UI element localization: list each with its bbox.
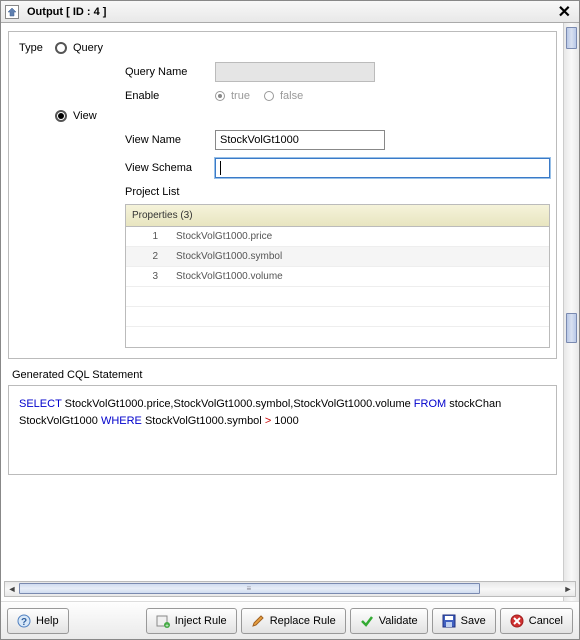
empty-row (126, 327, 549, 347)
validate-button[interactable]: Validate (350, 608, 428, 634)
view-name-row: View Name (125, 130, 550, 150)
type-label: Type (15, 42, 55, 54)
properties-table: Properties (3) 1 StockVolGt1000.price 2 … (125, 204, 550, 348)
save-button[interactable]: Save (432, 608, 496, 634)
table-row[interactable]: 3 StockVolGt1000.volume (126, 267, 549, 287)
enable-true-radio[interactable] (215, 91, 225, 101)
cancel-button[interactable]: Cancel (500, 608, 573, 634)
enable-true-label: true (231, 90, 250, 102)
query-name-row: Query Name (125, 62, 550, 82)
view-schema-row: View Schema (125, 158, 550, 178)
scroll-handle[interactable]: ≡ (19, 583, 480, 594)
scroll-right-icon[interactable]: ► (561, 582, 575, 596)
pencil-icon (251, 614, 265, 628)
close-icon[interactable]: ✕ (554, 2, 575, 22)
project-list-title: Project List (125, 186, 550, 198)
horizontal-scrollbar[interactable]: ◄ ≡ ► (4, 581, 576, 597)
inject-rule-button[interactable]: + Inject Rule (146, 608, 237, 634)
row-index: 1 (126, 231, 176, 242)
scroll-handle[interactable] (566, 27, 577, 49)
query-name-input[interactable] (215, 62, 375, 82)
enable-label: Enable (125, 90, 215, 102)
window-title: Output [ ID : 4 ] (27, 6, 106, 18)
view-schema-label: View Schema (125, 162, 215, 174)
cancel-icon (510, 614, 524, 628)
button-bar: ? Help + Inject Rule Replace Rule Valida… (1, 601, 579, 639)
svg-text:?: ? (21, 617, 27, 628)
view-name-input[interactable] (215, 130, 385, 150)
cql-statement: SELECT StockVolGt1000.price,StockVolGt10… (8, 385, 557, 475)
cql-label: Generated CQL Statement (12, 369, 557, 381)
svg-text:+: + (165, 623, 169, 628)
table-row[interactable]: 1 StockVolGt1000.price (126, 227, 549, 247)
content-pane: Type Query Query Name Enable true false (4, 25, 561, 579)
enable-false-label: false (280, 90, 303, 102)
view-schema-input[interactable] (215, 158, 550, 178)
home-up-icon[interactable] (5, 5, 19, 19)
empty-row (126, 287, 549, 307)
query-radio-label: Query (73, 42, 103, 54)
properties-header: Properties (3) (126, 205, 549, 227)
help-icon: ? (17, 614, 31, 628)
vertical-scrollbar[interactable] (563, 23, 579, 639)
view-radio-label: View (73, 110, 97, 122)
body: Type Query Query Name Enable true false (1, 23, 579, 639)
save-icon (442, 614, 456, 628)
enable-false-radio[interactable] (264, 91, 274, 101)
view-radio-row: View (15, 110, 550, 122)
view-name-label: View Name (125, 134, 215, 146)
row-value: StockVolGt1000.price (176, 231, 272, 242)
enable-row: Enable true false (125, 90, 550, 102)
kw-where: WHERE (101, 415, 142, 427)
kw-from: FROM (414, 398, 446, 410)
scroll-left-icon[interactable]: ◄ (5, 582, 19, 596)
help-button[interactable]: ? Help (7, 608, 69, 634)
row-value: StockVolGt1000.volume (176, 271, 283, 282)
type-form: Type Query Query Name Enable true false (8, 31, 557, 359)
titlebar: Output [ ID : 4 ] ✕ (1, 1, 579, 23)
row-value: StockVolGt1000.symbol (176, 251, 282, 262)
query-radio-row: Type Query (15, 42, 550, 54)
scroll-handle[interactable] (566, 313, 577, 343)
empty-row (126, 307, 549, 327)
row-index: 3 (126, 271, 176, 282)
inject-icon: + (156, 614, 170, 628)
row-index: 2 (126, 251, 176, 262)
query-name-label: Query Name (125, 66, 215, 78)
table-row[interactable]: 2 StockVolGt1000.symbol (126, 247, 549, 267)
output-window: Output [ ID : 4 ] ✕ Type Query Query Nam… (0, 0, 580, 640)
scroll-track[interactable]: ≡ (19, 582, 561, 596)
query-radio[interactable] (55, 42, 67, 54)
check-icon (360, 614, 374, 628)
project-list: Project List Properties (3) 1 StockVolGt… (125, 186, 550, 348)
replace-rule-button[interactable]: Replace Rule (241, 608, 346, 634)
kw-select: SELECT (19, 398, 62, 410)
view-radio[interactable] (55, 110, 67, 122)
